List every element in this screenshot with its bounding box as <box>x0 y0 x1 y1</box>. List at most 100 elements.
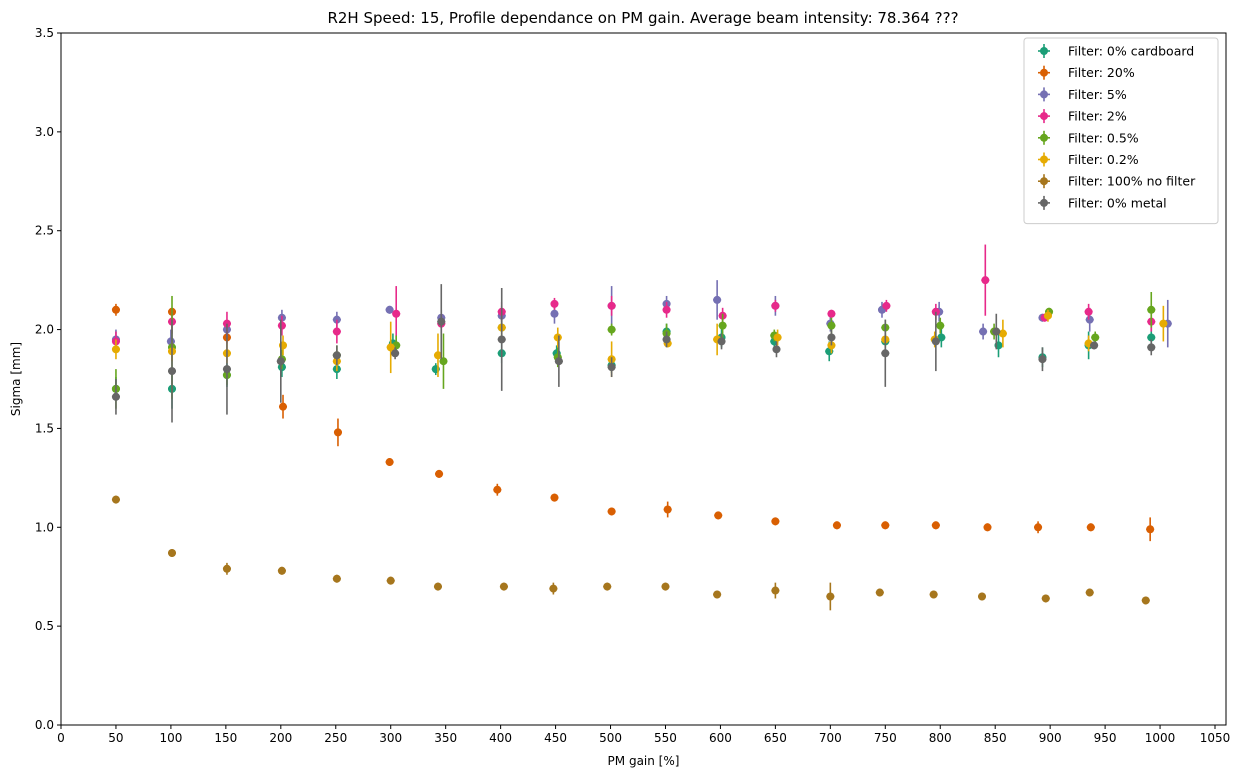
legend-marker <box>1040 47 1048 55</box>
data-point <box>771 586 780 595</box>
data-point <box>277 566 286 575</box>
data-point <box>929 590 938 599</box>
y-tick-label: 0.0 <box>35 718 54 732</box>
data-point <box>550 493 559 502</box>
data-point <box>607 363 616 372</box>
data-point <box>1034 523 1043 532</box>
data-point <box>1038 355 1047 364</box>
data-point <box>435 469 444 478</box>
data-point <box>222 564 231 573</box>
data-point <box>827 333 836 342</box>
x-tick-label: 0 <box>57 731 65 745</box>
data-point <box>1147 305 1156 314</box>
data-point <box>1084 307 1093 316</box>
data-point <box>998 329 1007 338</box>
y-tick-label: 2.0 <box>35 323 54 337</box>
data-point <box>881 349 890 358</box>
x-tick-label: 1000 <box>1145 731 1176 745</box>
data-point <box>493 485 502 494</box>
y-axis-label: Sigma [mm] <box>9 342 23 416</box>
data-point <box>603 582 612 591</box>
data-point <box>553 333 562 342</box>
y-tick-label: 2.5 <box>35 224 54 238</box>
data-point <box>827 309 836 318</box>
x-axis-label: PM gain [%] <box>608 754 680 768</box>
y-tick-label: 3.5 <box>35 26 54 40</box>
data-point <box>661 582 670 591</box>
data-point <box>386 343 395 352</box>
data-point <box>771 301 780 310</box>
y-tick-label: 0.5 <box>35 619 54 633</box>
data-point <box>978 592 987 601</box>
x-tick-label: 500 <box>599 731 622 745</box>
series-5 <box>111 305 1168 378</box>
data-point <box>663 505 672 514</box>
data-point <box>881 521 890 530</box>
data-point <box>718 321 727 330</box>
data-point <box>385 305 394 314</box>
y-tick-label: 1.0 <box>35 520 54 534</box>
data-point <box>662 305 671 314</box>
legend-marker <box>1040 90 1048 99</box>
legend-marker <box>1040 133 1048 142</box>
plot-area-frame <box>60 32 1227 726</box>
data-point <box>717 337 726 346</box>
data-point <box>391 349 400 358</box>
data-point <box>607 301 616 310</box>
data-point <box>1159 319 1168 328</box>
data-point <box>772 345 781 354</box>
x-tick-label: 400 <box>489 731 512 745</box>
data-point <box>1147 333 1156 342</box>
chart-title: R2H Speed: 15, Profile dependance on PM … <box>327 9 958 27</box>
data-point <box>931 337 940 346</box>
legend-marker <box>1040 177 1048 186</box>
data-point <box>1141 596 1150 605</box>
series-2 <box>111 280 1172 354</box>
data-point <box>936 321 945 330</box>
legend: Filter: 0% cardboard Filter: 20% Filter: 5… <box>1023 37 1219 225</box>
data-point <box>392 309 401 318</box>
x-tick-label: 150 <box>214 731 237 745</box>
legend-entry-label: Filter: 0.2% <box>1068 152 1139 167</box>
data-point <box>937 333 946 342</box>
data-point <box>433 351 442 360</box>
data-point <box>714 511 723 520</box>
data-point <box>1043 311 1052 320</box>
legend-marker <box>1040 155 1048 164</box>
x-tick-label: 1050 <box>1200 731 1231 745</box>
data-point <box>826 592 835 601</box>
legend-marker <box>1040 112 1048 121</box>
series-7 <box>111 284 1156 423</box>
axis-ticks: 0 50 100 150 200 250 300 350 400 450 500 550 600 650 7… <box>35 26 1230 745</box>
y-tick-label: 3.0 <box>35 125 54 139</box>
data-series <box>111 244 1172 611</box>
data-point <box>111 495 120 504</box>
legend-marker <box>1040 68 1048 77</box>
data-point <box>168 548 177 557</box>
data-point <box>332 351 341 360</box>
data-point <box>111 345 120 354</box>
legend-entry-label: Filter: 0% cardboard <box>1068 44 1194 59</box>
data-point <box>662 335 671 344</box>
data-point <box>332 574 341 583</box>
y-tick-label: 1.5 <box>35 421 54 435</box>
data-point <box>554 357 563 366</box>
data-point <box>499 582 508 591</box>
data-point <box>983 523 992 532</box>
x-tick-label: 650 <box>764 731 787 745</box>
x-tick-label: 250 <box>324 731 347 745</box>
data-point <box>111 305 120 314</box>
data-point <box>277 321 286 330</box>
legend-entry-label: Filter: 0% metal <box>1068 195 1167 210</box>
data-point <box>279 402 288 411</box>
data-point <box>979 327 988 336</box>
data-point <box>1085 588 1094 597</box>
x-tick-label: 550 <box>654 731 677 745</box>
data-point <box>875 588 884 597</box>
data-point <box>550 309 559 318</box>
data-point <box>827 321 836 330</box>
data-point <box>607 325 616 334</box>
data-point <box>333 428 342 437</box>
